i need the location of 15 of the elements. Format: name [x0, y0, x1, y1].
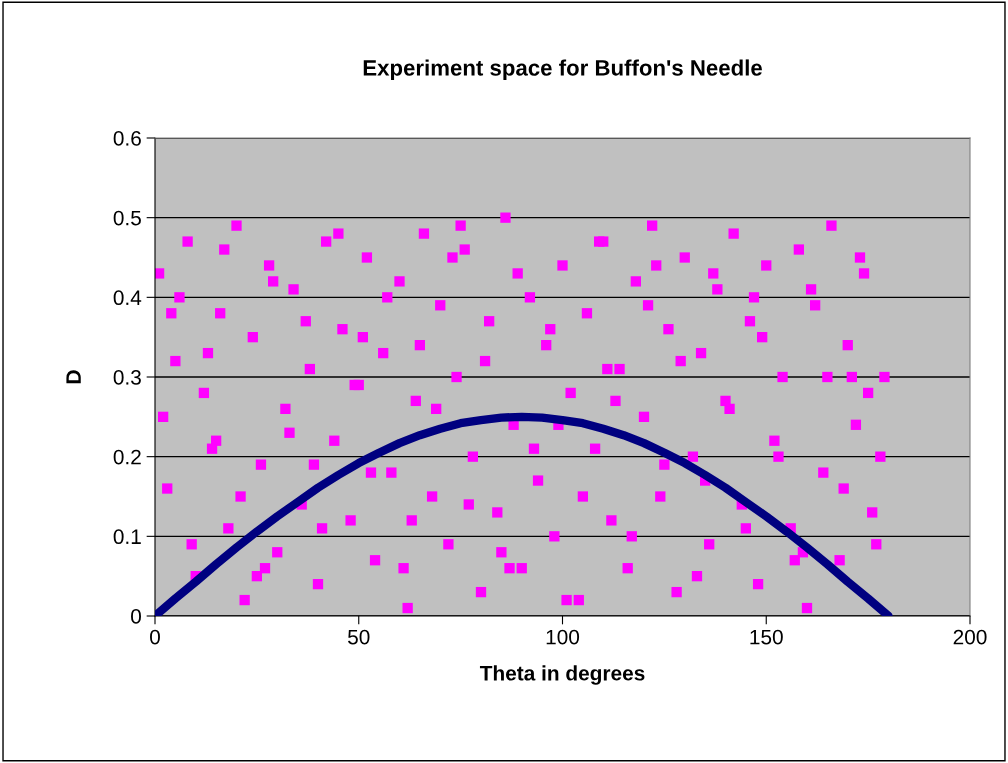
x-tick-label: 0: [150, 629, 160, 645]
x-axis-title: Theta in degrees: [479, 665, 645, 685]
x-tick-label: 50: [348, 629, 370, 645]
y-tick-label: 0: [131, 609, 141, 624]
y-tick-label: 0.4: [113, 290, 142, 306]
y-tick-label: 0.6: [113, 131, 141, 146]
y-tick-label: 0.2: [113, 449, 141, 465]
x-tick-label: 200: [953, 629, 987, 645]
y-tick-label: 0.3: [113, 370, 141, 385]
y-tick-label: 0.1: [113, 529, 141, 545]
x-tick-label: 100: [546, 629, 580, 645]
y-axis-title: D: [66, 370, 81, 384]
x-tick-label: 150: [750, 629, 783, 645]
chart-title: Experiment space for Buffon's Needle: [363, 59, 762, 81]
y-tick-label: 0.5: [113, 210, 141, 226]
